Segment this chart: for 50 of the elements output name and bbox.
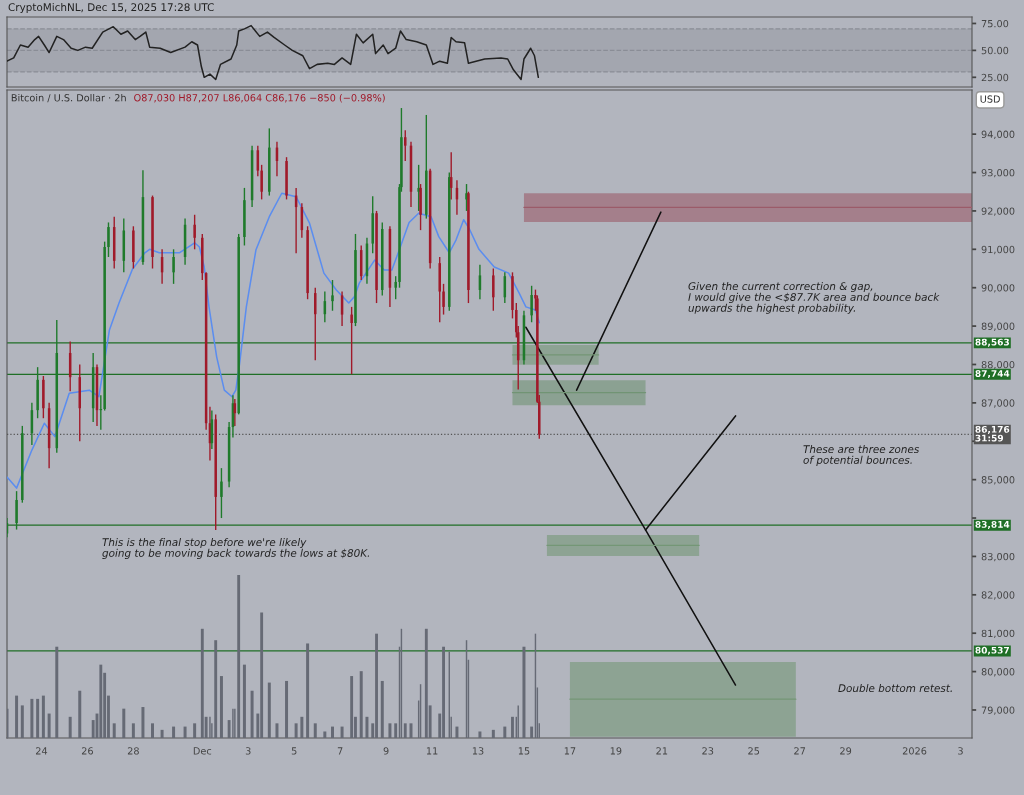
ref-line-label: 80,537: [975, 646, 1010, 655]
y-tick-label: 94,000: [981, 130, 1015, 139]
y-tick-label: 85,000: [981, 476, 1015, 485]
ref-line-label: 87,744: [975, 370, 1010, 379]
y-tick-label: 25.00: [981, 73, 1009, 82]
y-tick-label: 50.00: [981, 46, 1009, 55]
annotation: This is the final stop before we're likely going to be moving back towards the lows at $80K.: [102, 538, 370, 559]
y-tick-label: 90,000: [981, 284, 1015, 293]
y-tick-label: 92,000: [981, 207, 1015, 216]
annotation: These are three zones of potential bounces.: [803, 445, 920, 466]
x-tick-label: 2026: [902, 747, 927, 755]
x-tick-label: 15: [518, 747, 530, 755]
x-tick-label: 17: [564, 747, 576, 755]
y-axis-title: USD: [980, 95, 1000, 103]
chart-title: Bitcoin / U.S. Dollar · 2h: [11, 93, 126, 103]
y-tick-label: 91,000: [981, 245, 1015, 255]
x-tick-label: 9: [383, 747, 389, 755]
y-tick-label: 83,000: [981, 552, 1015, 562]
x-tick-label: 26: [81, 747, 93, 755]
ref-line-label: 88,563: [975, 338, 1010, 347]
y-tick-label: 81,000: [981, 629, 1015, 639]
y-tick-label: 75.00: [981, 19, 1009, 28]
x-tick-label: 3: [958, 747, 963, 755]
x-tick-label: 13: [472, 747, 484, 755]
ref-line-label: 86,176 31:59: [975, 425, 1010, 442]
text: CryptoMichNL, Dec 15, 2025 17:28 UTC: [8, 3, 214, 14]
x-tick-label: 3: [245, 747, 251, 755]
x-tick-label: 5: [291, 747, 297, 755]
x-tick-label: 27: [794, 747, 806, 755]
y-tick-label: 79,000: [981, 706, 1015, 715]
x-tick-label: 11: [426, 747, 438, 755]
x-tick-label: 23: [702, 747, 714, 755]
chart-subtitle: O87,030 H87,207 L86,064 C86,176 −850 (−0.98%): [134, 93, 385, 103]
annotation: Given the current correction & gap, I would give the <$87.7K area and bounce back upwards the highest probability.: [688, 282, 940, 314]
y-tick-label: 88,000: [981, 360, 1015, 370]
x-tick-label: 19: [610, 747, 622, 755]
x-tick-label: 21: [656, 747, 668, 755]
x-tick-label: 24: [35, 747, 48, 755]
x-tick-label: 29: [840, 747, 852, 755]
y-tick-label: 89,000: [981, 322, 1015, 331]
annotation: Double bottom retest.: [838, 684, 952, 693]
y-tick-label: 93,000: [981, 169, 1015, 178]
y-tick-label: 82,000: [981, 591, 1015, 600]
x-tick-label: Dec: [193, 747, 212, 755]
ref-line-label: 83,814: [975, 520, 1010, 529]
x-tick-label: 7: [337, 747, 343, 755]
x-tick-label: 28: [127, 747, 139, 755]
x-tick-label: 25: [748, 747, 760, 755]
y-tick-label: 87,000: [981, 399, 1015, 408]
y-tick-label: 80,000: [981, 668, 1015, 677]
